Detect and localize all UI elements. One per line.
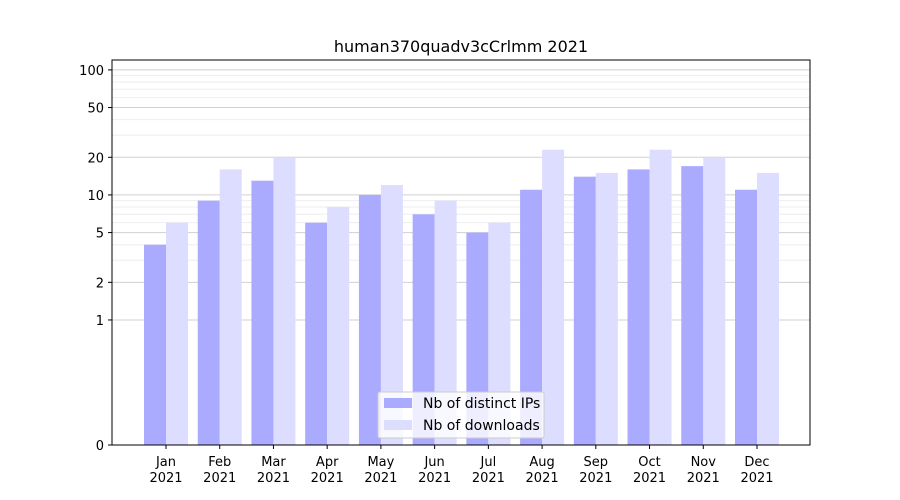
- y-tick-label: 100: [79, 64, 104, 79]
- bar-distinct-ips-jun: [412, 214, 435, 445]
- bar-downloads-aug: [542, 149, 565, 446]
- bar-distinct-ips-dec: [735, 189, 757, 445]
- y-tick-label: 10: [87, 189, 104, 204]
- x-tick-label-month: Jun: [423, 455, 444, 470]
- legend-swatch-downloads: [384, 420, 412, 430]
- bar-distinct-ips-apr: [305, 222, 328, 445]
- x-tick-label-year: 2021: [364, 471, 397, 486]
- bar-downloads-jun: [434, 200, 457, 445]
- y-tick-label: 2: [96, 276, 104, 291]
- bar-distinct-ips-may: [358, 194, 381, 445]
- plot-frame: [111, 59, 811, 446]
- x-tick-label-month: Dec: [744, 455, 769, 470]
- bar-distinct-ips-jan: [144, 244, 166, 445]
- y-tick-label: 0: [96, 439, 104, 454]
- x-tick-label-year: 2021: [257, 471, 290, 486]
- bar-distinct-ips-sep: [573, 176, 596, 445]
- x-tick-label-year: 2021: [579, 471, 612, 486]
- x-tick-label-month: Aug: [529, 455, 554, 470]
- x-tick-label-year: 2021: [472, 471, 505, 486]
- y-axis: 0 1 2 5 10 20 50 100: [79, 64, 112, 454]
- x-tick-label-year: 2021: [311, 471, 344, 486]
- x-tick-label-month: May: [367, 455, 394, 470]
- x-tick-label-year: 2021: [633, 471, 666, 486]
- x-tick-label-month: Mar: [261, 455, 286, 470]
- x-tick-label-month: Apr: [316, 455, 339, 470]
- legend-frame: [377, 391, 545, 439]
- x-tick-label-month: Nov: [691, 455, 717, 470]
- bar-downloads-nov: [703, 157, 726, 445]
- bar-downloads-mar: [273, 157, 296, 445]
- x-tick-label-month: Jan: [155, 455, 176, 470]
- y-tick-label: 20: [87, 151, 104, 166]
- legend-label-downloads: Nb of downloads: [423, 418, 540, 434]
- bar-distinct-ips-oct: [627, 169, 650, 445]
- bar-downloads-jul: [488, 222, 511, 445]
- x-tick-label-year: 2021: [149, 471, 182, 486]
- legend: Nb of distinct IPs Nb of downloads: [377, 391, 545, 439]
- bars: [144, 149, 779, 446]
- x-axis: Jan2021Feb2021Mar2021Apr2021May2021Jun20…: [149, 445, 774, 486]
- y-tick-label: 1: [96, 314, 104, 329]
- bar-downloads-jan: [166, 222, 188, 445]
- x-tick-label-month: Sep: [584, 455, 609, 470]
- x-tick-label-month: Feb: [208, 455, 231, 470]
- bar-downloads-sep: [595, 172, 618, 445]
- legend-label-distinct-ips: Nb of distinct IPs: [423, 396, 540, 412]
- bar-downloads-may: [380, 185, 403, 445]
- y-tick-label: 5: [96, 227, 104, 242]
- bar-distinct-ips-feb: [197, 200, 220, 445]
- x-tick-label-month: Jul: [480, 455, 497, 470]
- bar-downloads-apr: [327, 207, 350, 445]
- chart-title: human370quadv3cCrlmm 2021: [334, 37, 588, 56]
- bar-distinct-ips-mar: [251, 180, 274, 445]
- x-tick-label-month: Oct: [638, 455, 660, 470]
- bar-downloads-feb: [219, 169, 242, 445]
- y-tick-label: 50: [87, 102, 104, 117]
- bar-downloads-dec: [757, 172, 779, 445]
- x-tick-label-year: 2021: [418, 471, 451, 486]
- bar-distinct-ips-nov: [681, 166, 704, 445]
- x-tick-label-year: 2021: [740, 471, 773, 486]
- x-tick-label-year: 2021: [526, 471, 559, 486]
- x-tick-label-year: 2021: [687, 471, 720, 486]
- x-tick-label-year: 2021: [203, 471, 236, 486]
- bar-downloads-oct: [649, 149, 672, 446]
- legend-swatch-distinct-ips: [384, 398, 412, 408]
- bar-distinct-ips-aug: [520, 189, 543, 445]
